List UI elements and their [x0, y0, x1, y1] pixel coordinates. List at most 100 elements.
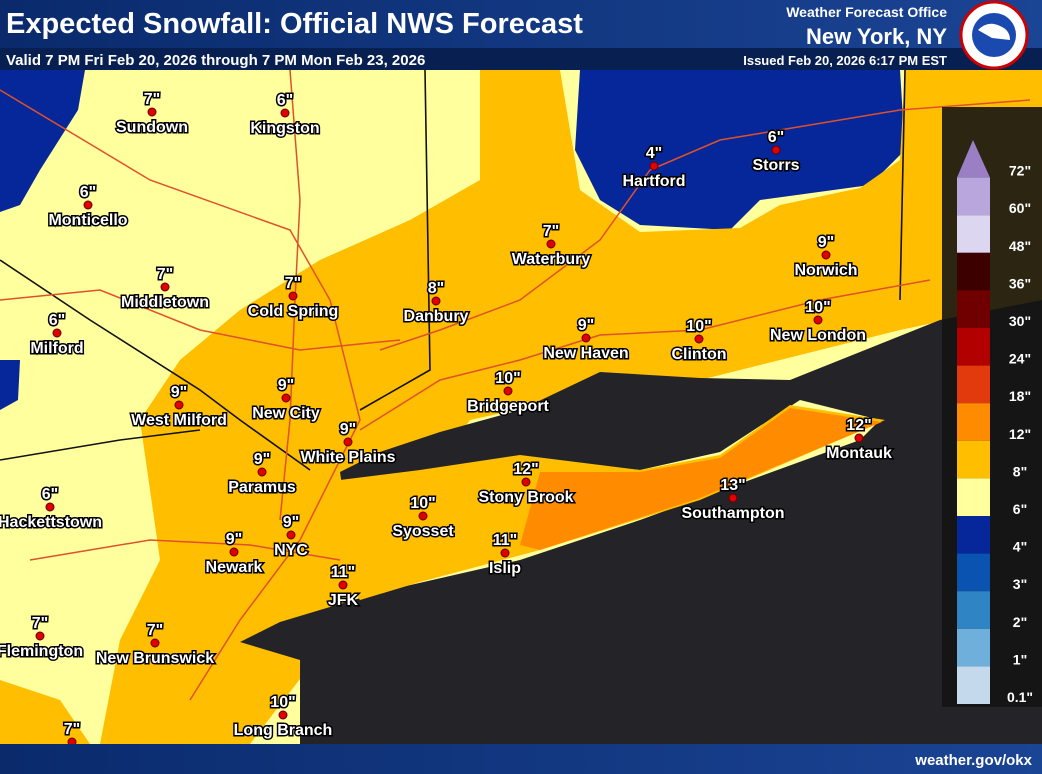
legend-swatch	[957, 177, 990, 216]
city-dot	[649, 161, 659, 171]
legend-label: 3"	[1013, 576, 1027, 592]
snow-amount: 8"	[428, 280, 444, 297]
city-name: NYC	[274, 542, 308, 559]
city-dot	[147, 107, 157, 117]
city-dot	[286, 530, 296, 540]
city-dot	[546, 239, 556, 249]
snow-amount: 7"	[32, 615, 48, 632]
legend-swatch	[957, 628, 990, 667]
city-name: Milford	[30, 340, 83, 357]
snow-amount: 9"	[226, 531, 242, 548]
city-dot	[343, 437, 353, 447]
city-dot	[280, 108, 290, 118]
snow-amount: 9"	[254, 451, 270, 468]
city-dot	[581, 333, 591, 343]
legend-swatch	[957, 591, 990, 629]
location: New York, NY	[806, 24, 947, 49]
snow-amount: 4"	[646, 145, 662, 162]
snow-amount: 7"	[543, 223, 559, 240]
snow-amount: 10"	[410, 495, 435, 512]
city-dot	[160, 282, 170, 292]
subtitle: Valid 7 PM Fri Feb 20, 2026 through 7 PM…	[6, 52, 425, 69]
footer-url: weather.gov/okx	[914, 752, 1032, 769]
snow-amount: 7"	[147, 622, 163, 639]
city-dot	[813, 315, 823, 325]
snow-amount: 10"	[270, 694, 295, 711]
snow-amount: 10"	[495, 370, 520, 387]
legend-swatch	[957, 516, 990, 554]
city-name: Danbury	[404, 308, 469, 325]
snow-amount: 7"	[157, 266, 173, 283]
snow-amount: 11"	[493, 532, 518, 549]
snow-amount: 10"	[686, 318, 711, 335]
city-name: Southampton	[681, 505, 784, 522]
city-name: Stony Brook	[478, 489, 573, 506]
legend-label: 1"	[1013, 651, 1027, 667]
snow-amount: 7"	[64, 721, 80, 738]
city-dot	[431, 296, 441, 306]
city-dot	[500, 548, 510, 558]
footer: weather.gov/okx	[0, 744, 1042, 774]
city-name: Clinton	[671, 346, 726, 363]
city-name: Bridgeport	[467, 398, 549, 415]
city-name: Hackettstown	[0, 514, 102, 531]
city-name: New Brunswick	[96, 650, 214, 667]
city-name: Monticello	[48, 212, 127, 229]
legend-label: 60"	[1009, 200, 1031, 216]
nws-logo	[959, 0, 1029, 70]
city-dot	[503, 386, 513, 396]
cities: 7" Sundown 6" Kingston 6" Monticello 7" Middlet…	[0, 90, 893, 747]
snow-amount: 12"	[846, 417, 871, 434]
legend-swatch	[957, 252, 990, 291]
city-dot	[150, 638, 160, 648]
city-name: Flemington	[0, 643, 83, 660]
legend-swatch	[957, 365, 990, 404]
city-name: Montauk	[826, 445, 892, 462]
snow-amount: 9"	[340, 421, 356, 438]
city-dot	[854, 433, 864, 443]
legend-label: 4"	[1013, 539, 1027, 555]
snow-amount: 6"	[768, 129, 784, 146]
header: Expected Snowfall: Official NWS Forecast…	[0, 0, 1042, 70]
city-name: Norwich	[794, 262, 857, 279]
city-dot	[771, 145, 781, 155]
city-name: Hartford	[622, 173, 685, 190]
city-dot	[45, 502, 55, 512]
city-dot	[257, 467, 267, 477]
city-dot	[52, 328, 62, 338]
city-dot	[278, 710, 288, 720]
snow-amount: 9"	[278, 377, 294, 394]
legend-swatch	[957, 478, 990, 516]
snow-amount: 6"	[49, 312, 65, 329]
city-name: JFK	[328, 592, 359, 609]
snow-amount: 6"	[277, 92, 293, 109]
legend: 72" 60" 48" 36" 30" 24" 18" 12" 8" 6" 4" 3" 2" 1" 0.1"	[942, 107, 1042, 707]
city-dot	[35, 631, 45, 641]
snow-amount: 13"	[720, 477, 745, 494]
snow-amount: 10"	[805, 299, 830, 316]
legend-swatch	[957, 215, 990, 253]
city-name: New London	[770, 327, 866, 344]
city-dot	[83, 200, 93, 210]
issued: Issued Feb 20, 2026 6:17 PM EST	[743, 53, 947, 68]
city-name: Paramus	[228, 479, 296, 496]
city-dot	[174, 400, 184, 410]
legend-label: 30"	[1009, 313, 1031, 329]
legend-label: 2"	[1013, 614, 1027, 630]
city-dot	[521, 477, 531, 487]
snow-amount: 9"	[578, 317, 594, 334]
city-name: Long Branch	[234, 722, 333, 739]
legend-swatch	[957, 290, 990, 328]
snow-amount: 6"	[42, 486, 58, 503]
city-name: New Haven	[543, 345, 628, 362]
city-name: Syosset	[392, 523, 454, 540]
city-name: Waterbury	[512, 251, 591, 268]
city-name: West Milford	[131, 412, 227, 429]
snow-amount: 9"	[283, 514, 299, 531]
legend-swatch	[957, 328, 990, 366]
snow-amount: 7"	[285, 275, 301, 292]
snow-amount: 7"	[144, 91, 160, 108]
city-dot	[418, 511, 428, 521]
legend-swatch	[957, 403, 990, 441]
